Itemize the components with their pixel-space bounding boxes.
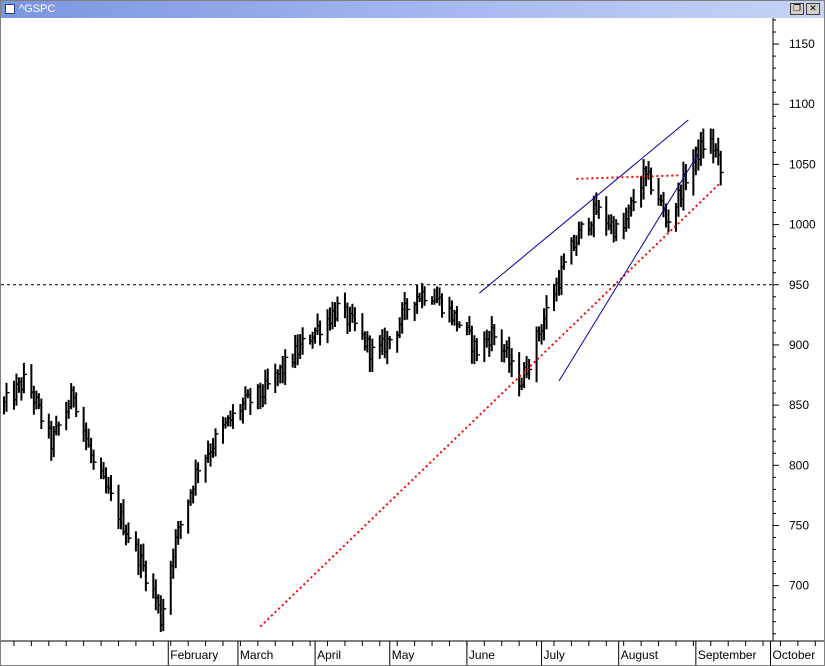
price-bar: [214, 428, 219, 457]
date-tick-label: October: [773, 648, 816, 662]
price-bar: [719, 150, 724, 186]
price-bar: [144, 560, 149, 592]
price-bar: [231, 404, 236, 429]
price-bar: [684, 164, 689, 191]
price-tick-label: 900: [789, 338, 809, 352]
price-bar: [562, 253, 567, 270]
price-bar: [388, 335, 393, 350]
price-bar: [441, 293, 446, 318]
price-bar: [162, 599, 167, 632]
trend-line: [576, 174, 681, 180]
price-bar: [406, 298, 411, 320]
price-tick-label: 1100: [789, 97, 815, 111]
trend-line: [479, 119, 689, 294]
price-tick-label: 950: [789, 278, 809, 292]
price-bar: [371, 338, 376, 372]
date-tick-label: June: [469, 648, 495, 662]
price-bar: [284, 349, 289, 386]
price-bar: [667, 209, 672, 233]
date-tick-label: February: [170, 648, 218, 662]
restore-button[interactable]: ❐: [790, 3, 804, 15]
price-bar: [127, 522, 132, 544]
price-bar: [650, 167, 655, 195]
price-bar: [580, 221, 585, 239]
price-bar: [458, 321, 463, 329]
price-bar: [249, 387, 254, 416]
price-bars: [3, 128, 724, 633]
trend-line: [558, 153, 699, 382]
price-bar: [57, 421, 62, 436]
price-tick-label: 700: [789, 579, 809, 593]
price-tick-label: 750: [789, 518, 809, 532]
price-bar: [319, 320, 324, 346]
price-bar: [75, 392, 80, 418]
title-bar[interactable]: ^GSPC ❐ ✕: [1, 1, 824, 18]
price-bar: [510, 348, 515, 378]
price-bar: [110, 475, 115, 502]
price-bar: [493, 324, 498, 346]
price-bar: [528, 358, 533, 380]
date-tick-label: March: [240, 648, 273, 662]
price-bar: [179, 520, 184, 539]
price-bar: [197, 462, 202, 484]
price-bar: [632, 188, 637, 212]
price-bar: [336, 296, 341, 322]
price-tick-label: 1050: [789, 157, 816, 171]
price-bar: [22, 362, 27, 394]
price-tick-label: 850: [789, 398, 809, 412]
price-bar: [597, 199, 602, 219]
price-bar: [702, 128, 707, 159]
price-bar: [615, 219, 620, 242]
price-bar: [545, 295, 550, 330]
window-title: ^GSPC: [19, 3, 56, 15]
price-bar: [301, 327, 306, 355]
price-bar: [266, 368, 271, 390]
window-icon: [5, 4, 15, 14]
trend-lines: [259, 119, 722, 628]
price-tick-label: 1000: [789, 218, 816, 232]
date-tick-label: September: [698, 648, 757, 662]
price-axis: 700 750 800 850 900 950 1000 1050 1100 1150: [772, 18, 816, 641]
price-bar: [423, 286, 428, 306]
date-tick-label: May: [392, 648, 415, 662]
price-bar: [92, 449, 97, 470]
price-bar: [5, 382, 10, 412]
price-tick-label: 1150: [789, 37, 815, 51]
price-bar: [40, 398, 45, 430]
price-chart[interactable]: 700 750 800 850 900 950 1000 1050 1100 1150 Febru…: [1, 18, 824, 665]
price-bar: [475, 338, 480, 362]
close-button[interactable]: ✕: [806, 3, 820, 15]
price-tick-label: 800: [789, 458, 809, 472]
trend-line: [259, 181, 722, 628]
date-tick-label: April: [317, 648, 341, 662]
date-tick-label: August: [621, 648, 659, 662]
date-tick-label: July: [544, 648, 565, 662]
date-axis: February March April May June July August Septe…: [1, 640, 824, 665]
price-bar: [353, 307, 358, 332]
